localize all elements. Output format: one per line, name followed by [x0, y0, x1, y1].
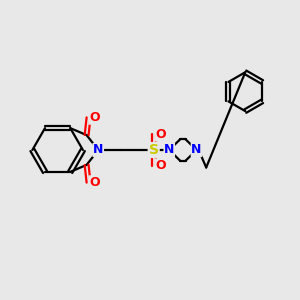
Text: O: O [89, 111, 100, 124]
Text: O: O [155, 159, 166, 172]
Text: O: O [155, 128, 166, 141]
Text: N: N [93, 143, 104, 157]
Text: N: N [191, 143, 202, 157]
Text: O: O [89, 176, 100, 189]
Text: S: S [149, 143, 159, 157]
Text: N: N [164, 143, 174, 157]
